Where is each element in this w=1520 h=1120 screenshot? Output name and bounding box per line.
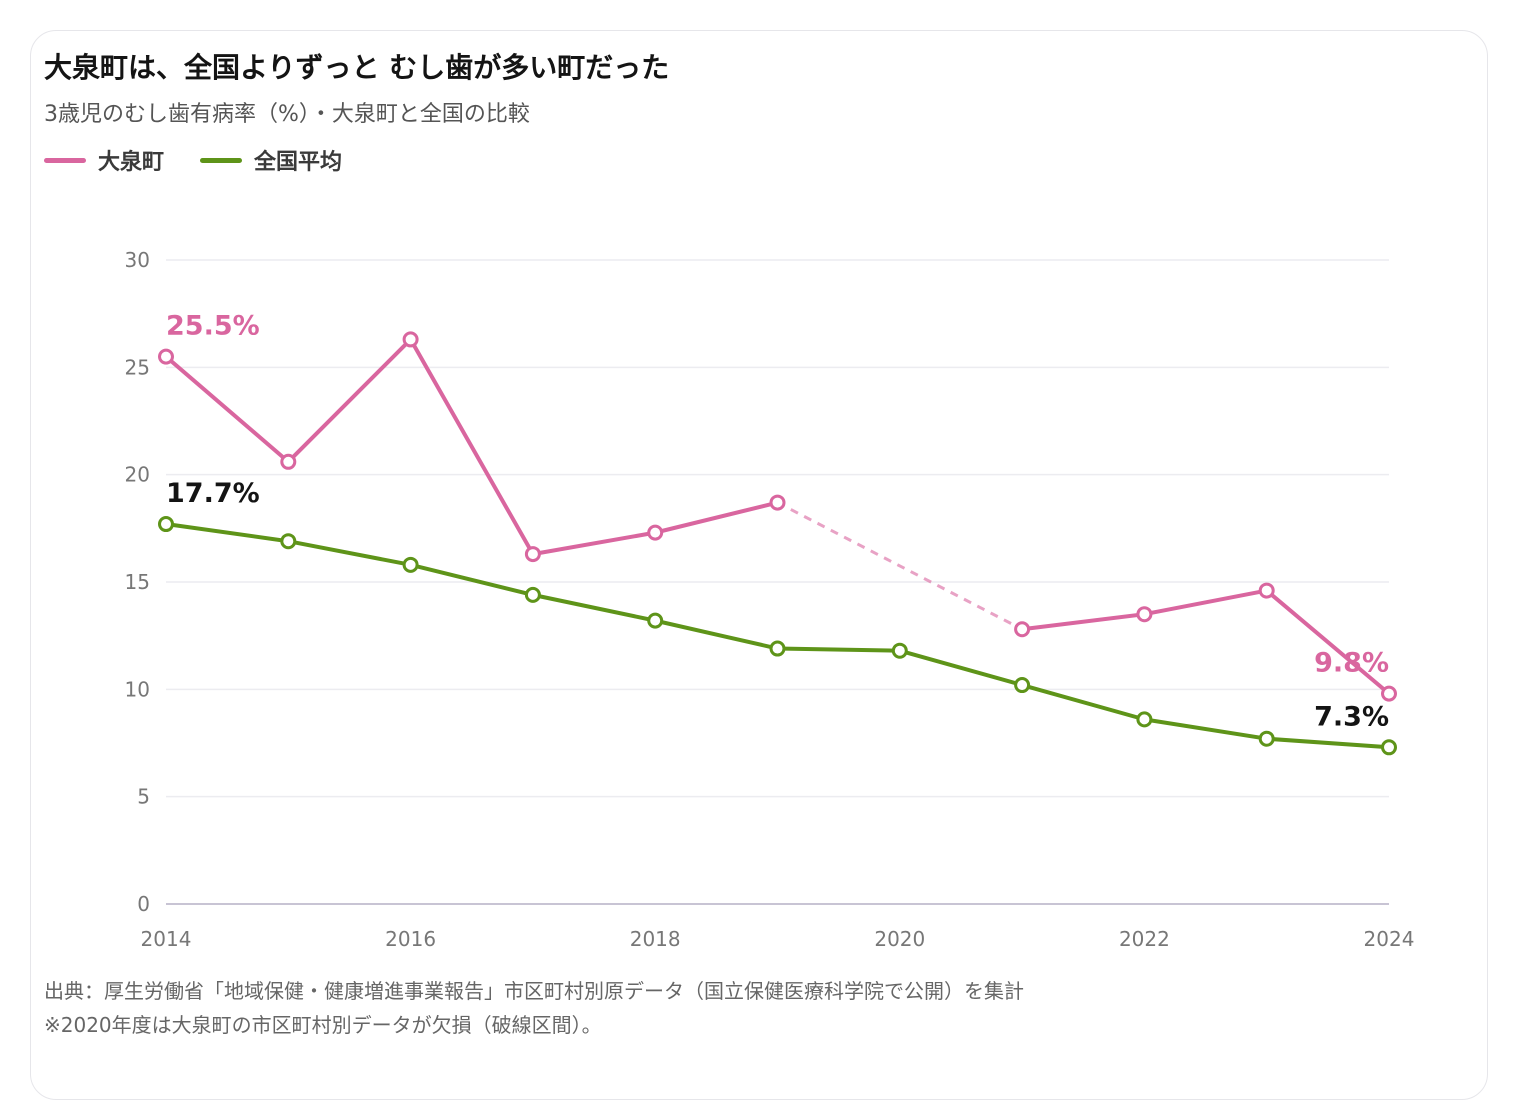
series-line-national-0	[164, 522, 1391, 750]
data-point-national-2020	[891, 642, 908, 659]
series-gap-oizumi	[776, 501, 1023, 631]
legend-swatch-oizumi	[44, 157, 86, 163]
data-point-national-2023	[1258, 730, 1275, 747]
grid-layer	[166, 259, 1389, 798]
legend: 大泉町 全国平均	[44, 144, 342, 176]
series-line-oizumi-0	[164, 337, 780, 557]
data-point-oizumi-2024	[1381, 685, 1397, 702]
data-point-national-2017	[524, 586, 541, 603]
data-point-national-2024	[1381, 739, 1397, 756]
x-tick-label-2018: 2018	[630, 927, 681, 951]
legend-item-national: 全国平均	[200, 144, 342, 176]
data-point-national-2021	[1014, 677, 1031, 694]
x-tick-label-2020: 2020	[874, 927, 925, 951]
y-tick-label-5: 5	[137, 785, 150, 809]
data-point-oizumi-2023	[1258, 582, 1275, 599]
y-tick-label-0: 0	[137, 892, 150, 916]
y-tick-label-30: 30	[125, 248, 150, 272]
data-point-national-2019	[769, 640, 786, 657]
data-point-oizumi-2016	[402, 331, 419, 348]
missing-data-note: ※2020年度は大泉町の市区町村別データが欠損（破線区間）。	[44, 1013, 602, 1037]
chart-subtitle: 3歳児のむし歯有病率（%）・大泉町と全国の比較	[44, 102, 530, 127]
chart-title: 大泉町は、全国よりずっと むし歯が多い町だった	[44, 51, 670, 84]
point-layer	[158, 331, 1397, 756]
label-layer: 25.5% 9.8% 17.7% 7.3%	[166, 311, 1389, 733]
axis-layer: 0 5 10 15 20 25 30 2014 2016 2018 2020 2022 2024	[125, 248, 1415, 951]
y-tick-label-20: 20	[125, 463, 150, 487]
y-tick-label-25: 25	[125, 355, 150, 379]
x-tick-label-2014: 2014	[141, 927, 192, 951]
legend-swatch-national	[200, 157, 243, 163]
data-point-oizumi-2017	[524, 546, 541, 563]
data-label-end-oizumi: 9.8%	[1314, 648, 1389, 679]
data-point-national-2015	[280, 533, 297, 550]
data-point-national-2016	[402, 556, 419, 573]
data-point-oizumi-2015	[280, 453, 297, 470]
data-label-start-national: 17.7%	[166, 478, 260, 509]
x-tick-label-2022: 2022	[1119, 927, 1170, 951]
source-note: 出典：厚生労働省「地域保健・健康増進事業報告」市区町村別原データ（国立保健医療科…	[44, 974, 1024, 1042]
legend-label-oizumi: 大泉町	[98, 150, 165, 175]
data-point-oizumi-2014	[158, 348, 174, 365]
data-point-national-2018	[647, 612, 664, 629]
data-point-oizumi-2019	[769, 494, 786, 511]
x-tick-label-2016: 2016	[385, 927, 436, 951]
y-tick-label-15: 15	[125, 570, 150, 594]
legend-label-national: 全国平均	[254, 150, 343, 175]
data-label-start-oizumi: 25.5%	[166, 311, 260, 342]
legend-item-oizumi: 大泉町	[44, 144, 164, 176]
data-point-oizumi-2018	[647, 524, 664, 541]
data-point-oizumi-2021	[1014, 621, 1031, 638]
data-label-end-national: 7.3%	[1314, 701, 1389, 732]
x-tick-label-2024: 2024	[1364, 927, 1415, 951]
source-text: 出典：厚生労働省「地域保健・健康増進事業報告」市区町村別原データ（国立保健医療科…	[44, 979, 1024, 1003]
line-layer	[164, 337, 1391, 750]
chart-card	[30, 30, 1488, 1100]
y-tick-label-10: 10	[125, 677, 150, 701]
data-point-oizumi-2022	[1136, 606, 1153, 623]
data-point-national-2022	[1136, 711, 1153, 728]
series-line-oizumi-1	[1020, 588, 1391, 696]
data-point-national-2014	[158, 516, 174, 533]
